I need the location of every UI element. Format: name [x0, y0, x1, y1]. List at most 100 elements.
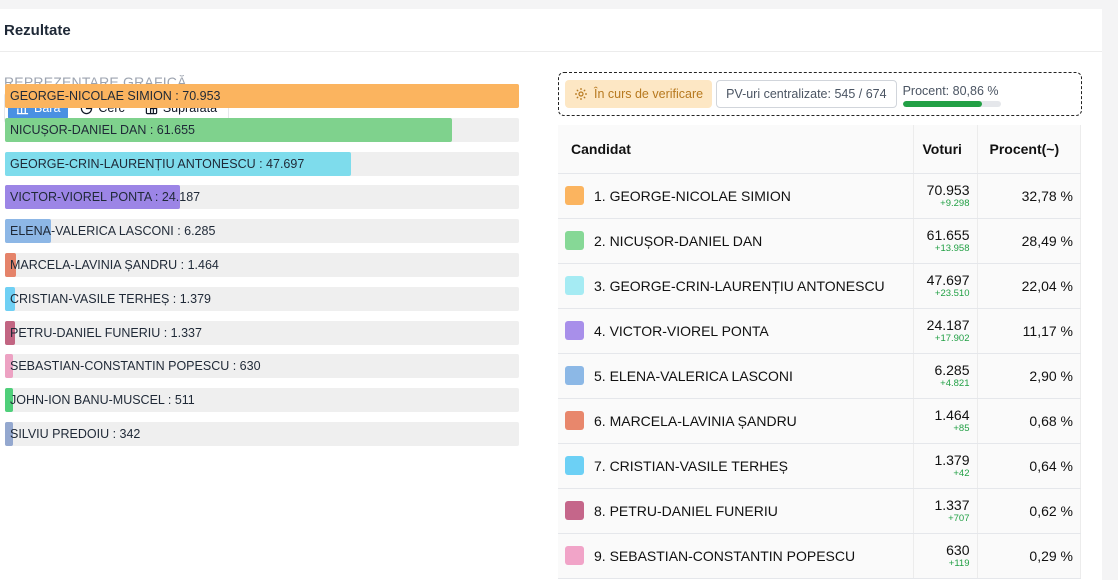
results-card: Rezultate REPREZENTARE GRAFICĂ Bara Cerc… — [0, 9, 1102, 580]
verification-label: În curs de verificare — [594, 87, 704, 101]
candidate-name: 6. MARCELA-LAVINIA ȘANDRU — [594, 412, 797, 429]
header-percent[interactable]: Procent(~) — [977, 125, 1081, 174]
table-row[interactable]: 6. MARCELA-LAVINIA ȘANDRU 1.464 +85 0,68 % — [558, 398, 1081, 444]
candidate-content: 8. PETRU-DANIEL FUNERIU — [565, 501, 913, 520]
results-panel: În curs de verificare PV-uri centralizat… — [558, 72, 1082, 579]
bar-label: ELENA-VALERICA LASCONI : 6.285 — [10, 224, 216, 239]
color-swatch — [565, 186, 584, 205]
candidate-name: 4. VICTOR-VIOREL PONTA — [594, 322, 769, 339]
votes-cell: 1.379 +42 — [913, 443, 978, 489]
candidate-cell: 7. CRISTIAN-VASILE TERHEȘ — [558, 443, 914, 489]
bar-row[interactable]: NICUȘOR-DANIEL DAN : 61.655 — [5, 117, 519, 142]
table-header-row: Candidat Voturi Procent(~) — [558, 125, 1081, 174]
color-swatch — [565, 411, 584, 430]
table-row[interactable]: 9. SEBASTIAN-CONSTANTIN POPESCU 630 +119 0,… — [558, 533, 1081, 579]
candidate-content: 4. VICTOR-VIOREL PONTA — [565, 321, 913, 340]
votes-cell: 70.953 +9.298 — [913, 173, 978, 219]
bar-row[interactable]: GEORGE-CRIN-LAURENȚIU ANTONESCU : 47.697 — [5, 151, 519, 176]
bar-label: VICTOR-VIOREL PONTA : 24.187 — [10, 190, 201, 205]
verification-badge: În curs de verificare — [565, 80, 713, 108]
votes-value: 1.337 — [934, 496, 970, 513]
bar-label: PETRU-DANIEL FUNERIU : 1.337 — [10, 325, 202, 340]
votes-cell: 1.464 +85 — [913, 398, 978, 444]
bar-label: GEORGE-NICOLAE SIMION : 70.953 — [10, 89, 221, 103]
percent-cell: 0,29 % — [977, 533, 1081, 579]
bar-label: SILVIU PREDOIU : 342 — [10, 426, 141, 441]
bar-mark — [5, 117, 452, 142]
bar-row[interactable]: SEBASTIAN-CONSTANTIN POPESCU : 630 — [5, 354, 519, 379]
bar-row[interactable]: PETRU-DANIEL FUNERIU : 1.337 — [5, 320, 519, 345]
bar-mark — [5, 320, 15, 345]
bar-mark — [5, 286, 15, 311]
table-row[interactable]: 3. GEORGE-CRIN-LAURENȚIU ANTONESCU 47.697… — [558, 263, 1081, 309]
candidate-name: 3. GEORGE-CRIN-LAURENȚIU ANTONESCU — [594, 277, 885, 294]
bar-label: CRISTIAN-VASILE TERHEȘ : 1.379 — [10, 291, 211, 306]
table-row[interactable]: 1. GEORGE-NICOLAE SIMION 70.953 +9.298 32,7… — [558, 173, 1081, 219]
percent-cell: 0,64 % — [977, 443, 1081, 489]
candidate-cell: 3. GEORGE-CRIN-LAURENȚIU ANTONESCU — [558, 263, 914, 309]
bar-label: MARCELA-LAVINIA ȘANDRU : 1.464 — [10, 257, 219, 272]
header-votes[interactable]: Voturi — [913, 125, 978, 174]
bar-row[interactable]: GEORGE-NICOLAE SIMION : 70.953 — [5, 84, 519, 108]
candidate-name: 7. CRISTIAN-VASILE TERHEȘ — [594, 457, 788, 474]
votes-value: 70.953 — [926, 181, 970, 198]
candidate-cell: 1. GEORGE-NICOLAE SIMION — [558, 173, 914, 219]
bar-row[interactable]: JOHN-ION BANU-MUSCEL : 511 — [5, 388, 519, 413]
color-swatch — [565, 366, 584, 385]
card-title: Rezultate — [0, 9, 1102, 52]
bar-row[interactable]: ELENA-VALERICA LASCONI : 6.285 — [5, 219, 519, 244]
votes-cell: 24.187 +17.902 — [913, 308, 978, 354]
votes-value: 1.464 — [934, 406, 970, 423]
bar-row[interactable]: MARCELA-LAVINIA ȘANDRU : 1.464 — [5, 252, 519, 277]
bar-mark — [5, 252, 16, 277]
bar-label: NICUȘOR-DANIEL DAN : 61.655 — [10, 122, 196, 137]
percent-cell: 0,62 % — [977, 488, 1081, 534]
progress-bar-fill — [902, 100, 982, 107]
candidate-cell: 6. MARCELA-LAVINIA ȘANDRU — [558, 398, 914, 444]
votes-diff: +17.902 — [934, 332, 970, 344]
votes-diff: +9.298 — [940, 197, 970, 209]
table-row[interactable]: 7. CRISTIAN-VASILE TERHEȘ 1.379 +42 0,64 % — [558, 443, 1081, 489]
votes-value: 24.187 — [926, 316, 970, 333]
votes-diff: +42 — [953, 467, 970, 479]
bar-label: GEORGE-CRIN-LAURENȚIU ANTONESCU : 47.697 — [10, 156, 305, 171]
votes-diff: +707 — [948, 512, 970, 524]
bar-mark — [5, 84, 519, 108]
bar-mark — [5, 421, 13, 446]
bar-mark — [5, 388, 13, 413]
candidate-cell: 5. ELENA-VALERICA LASCONI — [558, 353, 914, 399]
percent-cell: 0,68 % — [977, 398, 1081, 444]
table-row[interactable]: 4. VICTOR-VIOREL PONTA 24.187 +17.902 11,17… — [558, 308, 1081, 354]
table-row[interactable]: 2. NICUȘOR-DANIEL DAN 61.655 +13.958 28,49 … — [558, 218, 1081, 264]
votes-value: 61.655 — [926, 226, 970, 243]
votes-diff: +4.821 — [940, 377, 970, 389]
bar-row[interactable]: CRISTIAN-VASILE TERHEȘ : 1.379 — [5, 286, 519, 311]
candidate-content: 2. NICUȘOR-DANIEL DAN — [565, 231, 913, 250]
votes-cell: 1.337 +707 — [913, 488, 978, 534]
candidate-content: 7. CRISTIAN-VASILE TERHEȘ — [565, 456, 913, 475]
percent-cell: 2,90 % — [977, 353, 1081, 399]
candidate-name: 2. NICUȘOR-DANIEL DAN — [594, 232, 763, 249]
gear-icon — [575, 88, 587, 100]
candidate-content: 6. MARCELA-LAVINIA ȘANDRU — [565, 411, 913, 430]
votes-value: 47.697 — [926, 271, 970, 288]
percent-cell: 22,04 % — [977, 263, 1081, 309]
bar-label: JOHN-ION BANU-MUSCEL : 511 — [10, 393, 195, 408]
table-row[interactable]: 8. PETRU-DANIEL FUNERIU 1.337 +707 0,62 % — [558, 488, 1081, 534]
bar-row[interactable]: VICTOR-VIOREL PONTA : 24.187 — [5, 185, 519, 210]
votes-cell: 6.285 +4.821 — [913, 353, 978, 399]
table-row[interactable]: 5. ELENA-VALERICA LASCONI 6.285 +4.821 2,90… — [558, 353, 1081, 399]
results-table: Candidat Voturi Procent(~) 1. GEORGE-NIC… — [558, 125, 1081, 579]
header-candidate[interactable]: Candidat — [558, 125, 914, 174]
votes-value: 1.379 — [934, 451, 970, 468]
color-swatch — [565, 321, 584, 340]
candidate-content: 5. ELENA-VALERICA LASCONI — [565, 366, 913, 385]
candidate-cell: 8. PETRU-DANIEL FUNERIU — [558, 488, 914, 534]
votes-diff: +23.510 — [934, 287, 970, 299]
progress-block: Procent: 80,86 % — [902, 82, 1001, 107]
color-swatch — [565, 231, 584, 250]
candidate-content: 3. GEORGE-CRIN-LAURENȚIU ANTONESCU — [565, 276, 913, 295]
votes-diff: +13.958 — [934, 242, 970, 254]
percent-cell: 28,49 % — [977, 218, 1081, 264]
bar-row[interactable]: SILVIU PREDOIU : 342 — [5, 421, 519, 446]
